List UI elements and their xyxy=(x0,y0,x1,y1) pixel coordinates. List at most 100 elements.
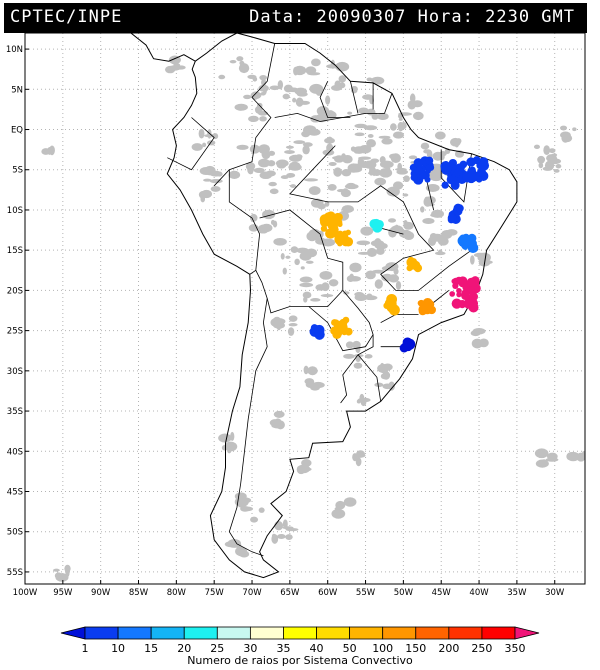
cloud-patch xyxy=(268,150,276,156)
cloud-patch xyxy=(422,218,435,225)
cloud-patch xyxy=(555,163,562,169)
cloud-patch xyxy=(301,467,312,472)
cloud-patch xyxy=(544,160,555,171)
cloud-patch xyxy=(374,382,384,388)
lon-label: 35W xyxy=(507,588,527,598)
cloud-patch xyxy=(299,282,314,288)
cloud-patch xyxy=(472,327,486,335)
cloud-patch xyxy=(382,383,393,390)
cloud-patch xyxy=(349,262,362,273)
border-line xyxy=(308,290,374,352)
cloud-patch xyxy=(318,108,325,113)
cloud-patch xyxy=(273,410,285,418)
convective-system-cell xyxy=(441,181,449,189)
cloud-patch xyxy=(282,519,288,529)
convective-system-cell xyxy=(469,292,479,302)
cloud-patch xyxy=(548,148,556,154)
cloud-patch xyxy=(403,219,408,226)
cloud-patch xyxy=(328,279,339,287)
cloud-patch xyxy=(241,64,246,71)
cloud-patch xyxy=(370,239,385,247)
cloud-patch xyxy=(269,188,279,195)
cloud-patch xyxy=(333,167,342,177)
convective-system-cell xyxy=(372,222,383,233)
cloud-patch xyxy=(290,246,299,253)
cloud-patch xyxy=(307,128,321,136)
lat-label: 30S xyxy=(7,367,23,377)
cloud-patch xyxy=(325,95,331,105)
cloud-patch xyxy=(403,231,415,241)
convective-system-cell xyxy=(418,304,428,314)
lat-label: 10S xyxy=(7,206,23,216)
cloud-patch xyxy=(209,178,223,184)
cloud-patch xyxy=(275,159,289,168)
cloud-patch xyxy=(540,459,548,466)
border-line xyxy=(350,81,359,114)
cloud-patch xyxy=(389,153,399,160)
convective-system-cell xyxy=(466,172,477,184)
cloud-patch xyxy=(429,233,438,240)
time-label: Hora: xyxy=(417,7,474,27)
cloud-patch xyxy=(277,80,284,90)
cloud-patch xyxy=(545,457,559,462)
latitude-labels: 10N 5N EQ 5S 10S 15S 20S 25S 30S 35S 40S 45S 50S 55S xyxy=(6,45,29,578)
cloud-patch xyxy=(311,200,322,207)
cloud-patch xyxy=(305,381,316,388)
cloud-patch xyxy=(408,155,418,160)
convective-system-cell xyxy=(461,291,470,301)
cloud-patch xyxy=(425,196,436,205)
cloud-patch xyxy=(320,293,334,298)
cloud-patch xyxy=(377,112,389,121)
cloud-patch xyxy=(367,134,374,138)
cloud-patch xyxy=(267,160,276,167)
lon-label: 50W xyxy=(394,588,414,598)
cloud-patch xyxy=(388,274,400,283)
cloud-patch xyxy=(364,354,373,359)
cloud-patch xyxy=(371,113,379,120)
cloud-patch xyxy=(210,185,221,192)
border-line xyxy=(289,145,472,291)
cloud-patch xyxy=(269,85,280,91)
convective-system-cell xyxy=(448,211,455,218)
cloud-patch xyxy=(288,323,298,327)
cloud-patch xyxy=(343,497,357,507)
cloud-patch xyxy=(326,136,333,144)
central-america-outline xyxy=(130,33,196,62)
cloud-patch xyxy=(534,448,549,459)
cloud-patch xyxy=(344,183,359,190)
cloud-patch xyxy=(250,91,262,100)
lat-label: 15S xyxy=(7,246,23,256)
legend-title: Numero de raios por Sistema Convectivo xyxy=(187,654,413,667)
cloud-patch xyxy=(366,293,373,301)
cloud-patch xyxy=(398,117,403,121)
cloud-patch xyxy=(348,276,361,282)
cloud-patch xyxy=(319,270,333,280)
cloud-patch xyxy=(343,353,355,359)
cloud-patch xyxy=(386,186,400,197)
convective-system-cell xyxy=(468,302,479,313)
cloud-patch xyxy=(199,167,213,176)
cloud-patch xyxy=(296,91,308,97)
lon-label: 80W xyxy=(167,588,187,598)
convective-system-cell xyxy=(470,283,481,294)
convective-system-cell xyxy=(403,337,413,347)
cloud-patch xyxy=(328,161,337,166)
border-line xyxy=(274,93,393,122)
cloud-patch xyxy=(379,362,385,372)
cloud-patch xyxy=(388,227,397,238)
cloud-patch xyxy=(227,447,232,454)
cloud-patch xyxy=(289,154,302,162)
cloud-patch xyxy=(307,366,318,376)
cloud-patch xyxy=(360,398,367,407)
cloud-patch xyxy=(581,450,585,458)
cloud-patch xyxy=(198,128,205,139)
cloud-patch xyxy=(354,123,368,129)
cloud-patch xyxy=(302,145,310,155)
convective-system-cell xyxy=(425,168,431,174)
cloud-patch xyxy=(259,74,268,81)
cloud-patch xyxy=(235,546,248,557)
cloud-patch xyxy=(454,141,459,148)
lat-label: 45S xyxy=(7,487,23,497)
cloud-patch xyxy=(438,249,443,254)
cloud-patch xyxy=(305,260,314,264)
